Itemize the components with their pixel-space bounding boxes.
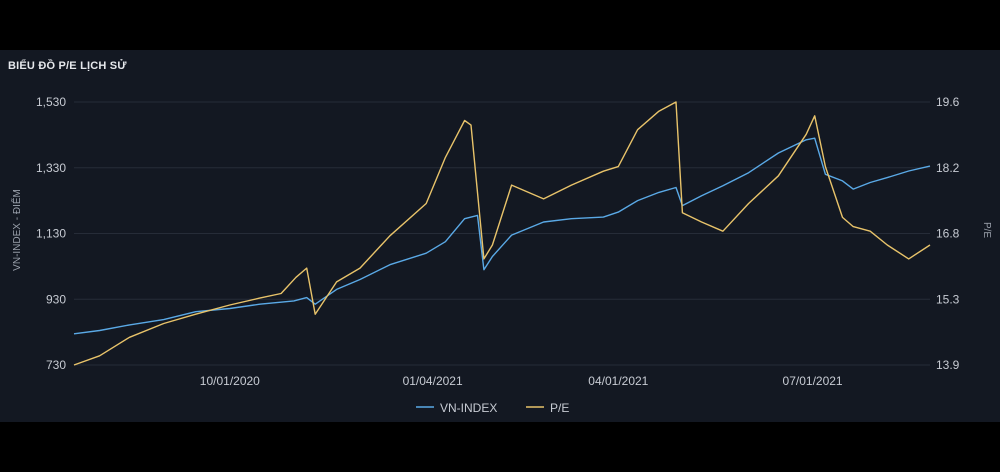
left-tick-label: 1,130 xyxy=(36,227,66,241)
grid-lines xyxy=(74,101,930,366)
chart-title: BIỂU ĐỒ P/E LỊCH SỬ xyxy=(8,60,127,72)
right-tick-label: 13.9 xyxy=(936,358,960,372)
legend-item-vnindex[interactable]: VN-INDEX xyxy=(416,401,497,415)
right-tick-label: 15.3 xyxy=(936,292,960,306)
legend[interactable]: VN-INDEX P/E xyxy=(416,401,569,415)
legend-item-pe[interactable]: P/E xyxy=(526,401,569,415)
right-axis-ticks: 13.9 15.3 16.8 18.2 19.6 xyxy=(936,95,960,372)
x-axis-ticks: 10/01/2020 01/04/2021 04/01/2021 07/01/2021 xyxy=(200,374,843,388)
series-line-vn-index xyxy=(73,137,931,335)
left-tick-label: 1,330 xyxy=(36,161,66,175)
chart-panel: BIỂU ĐỒ P/E LỊCH SỬ 730 930 1,130 1,330 1,53… xyxy=(0,50,1000,422)
left-tick-label: 930 xyxy=(46,292,66,306)
left-tick-label: 1,530 xyxy=(36,95,66,109)
x-tick-label: 07/01/2021 xyxy=(783,374,843,388)
right-tick-label: 18.2 xyxy=(936,161,960,175)
right-axis-title: P/E xyxy=(981,222,992,238)
x-tick-label: 10/01/2020 xyxy=(200,374,260,388)
legend-label-pe: P/E xyxy=(550,401,569,415)
right-tick-label: 16.8 xyxy=(936,227,960,241)
legend-label-vnindex: VN-INDEX xyxy=(440,401,497,415)
right-tick-label: 19.6 xyxy=(936,95,960,109)
left-axis-ticks: 730 930 1,130 1,330 1,530 xyxy=(36,95,66,372)
left-tick-label: 730 xyxy=(46,358,66,372)
x-tick-label: 01/04/2021 xyxy=(403,374,463,388)
pe-history-chart: 730 930 1,130 1,330 1,530 13.9 15.3 16.8 18.2 19… xyxy=(10,95,992,415)
left-axis-title: VN-INDEX - ĐIỂM xyxy=(10,189,23,271)
series-line-p-e xyxy=(73,101,931,366)
x-tick-label: 04/01/2021 xyxy=(588,374,648,388)
series-lines xyxy=(73,101,931,366)
